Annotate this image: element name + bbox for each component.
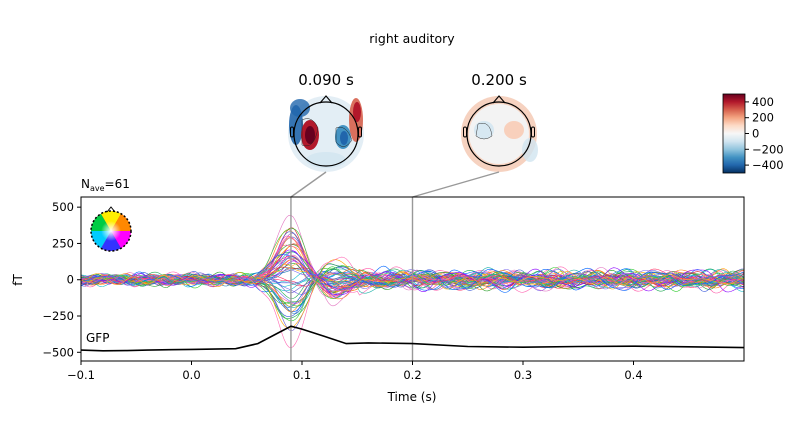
figure-title: right auditory [369,31,455,46]
colorbar-tick-label: −400 [752,158,784,172]
colorbar-tick-label: 0 [752,127,759,141]
topomap-1: 0.090 s [288,71,364,172]
y-tick-label: −500 [42,345,74,359]
colorbar: 400 200 0−200 −400 [722,93,784,174]
x-tick-label: 0.3 [514,368,532,382]
y-axis-ticks: 500 250 0 −250 −500 [42,200,81,359]
y-axis-label: fT [11,274,25,286]
y-tick-label: 500 [52,200,74,214]
topomap-2-time-label: 0.200 s [471,71,527,89]
x-tick-label: 0.0 [182,368,200,382]
x-tick-label: 0.4 [624,368,642,382]
topomap-2: 0.200 s [461,71,538,172]
topomap-connectors [290,171,500,198]
colorbar-tick-label: −200 [752,142,784,156]
colorbar-tick-label: 400 [752,95,774,109]
nave-label: Nave=61 [81,177,130,193]
colorbar-tick-label: 200 [752,111,774,125]
x-axis-label: Time (s) [387,390,437,404]
y-tick-label: −250 [42,309,74,323]
x-axis-ticks: −0.1 0.0 0.1 0.2 0.3 0.4 [67,361,643,382]
gfp-line [81,325,744,352]
sensor-color-wheel [90,206,132,252]
y-tick-label: 250 [52,236,74,250]
x-tick-label: 0.1 [293,368,311,382]
topomap-1-time-label: 0.090 s [298,71,354,89]
gfp-label: GFP [86,331,109,345]
x-tick-label: −0.1 [67,368,95,382]
y-tick-label: 0 [67,273,74,287]
plot-area: GFP −0.1 0.0 0.1 0.2 0.3 0.4 5002500−250−500 … [11,196,745,404]
x-tick-label: 0.2 [403,368,421,382]
